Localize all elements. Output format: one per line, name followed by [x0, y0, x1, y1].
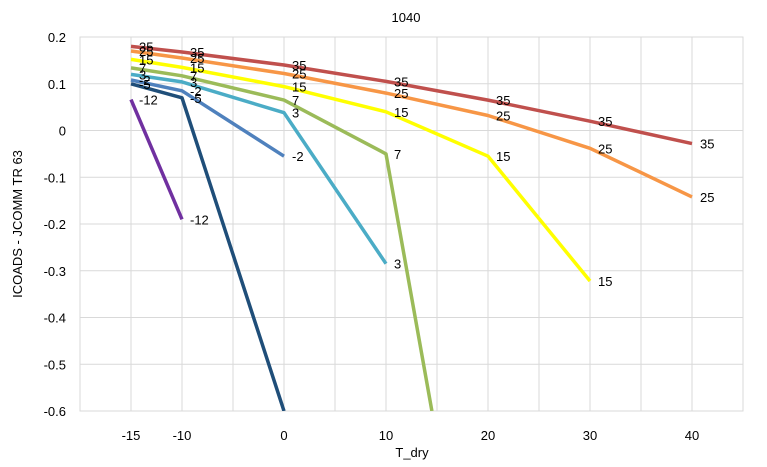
x-tick-label: -10	[173, 428, 192, 443]
data-label: 7	[190, 69, 197, 84]
data-label: 3	[139, 67, 146, 82]
data-label: 35	[700, 137, 714, 152]
data-label: 15	[190, 60, 204, 75]
data-label: -2	[190, 84, 202, 99]
x-tick-label: 10	[379, 428, 393, 443]
data-label: 25	[496, 109, 510, 124]
data-label: 15	[139, 52, 153, 67]
data-label: -2	[139, 73, 151, 88]
x-axis: -15 -10 0 10 20 30 40	[122, 428, 700, 443]
data-label: -2	[292, 149, 304, 164]
y-tick-label: 0.2	[48, 30, 66, 45]
chart-title: 1040	[392, 10, 421, 25]
data-label: 7	[292, 93, 299, 108]
data-label: -5	[190, 91, 202, 106]
y-tick-label: -0.3	[44, 264, 66, 279]
data-label: -5	[139, 77, 151, 92]
y-tick-label: -0.4	[44, 311, 66, 326]
data-label: 35	[139, 39, 153, 54]
data-label: 3	[190, 75, 197, 90]
data-label: 25	[394, 86, 408, 101]
series-line-minus2	[130, 78, 285, 158]
x-tick-label: 40	[685, 428, 699, 443]
data-label: 15	[292, 80, 306, 95]
y-tick-label: -0.6	[44, 404, 66, 419]
data-label: -12	[190, 212, 209, 227]
series-line-3	[130, 72, 388, 265]
series-line-minus5	[130, 82, 286, 411]
y-tick-label: -0.1	[44, 170, 66, 185]
x-tick-label: 30	[583, 428, 597, 443]
data-label: 35	[598, 114, 612, 129]
grid	[79, 36, 744, 412]
y-tick-label: -0.5	[44, 357, 66, 372]
series-line-minus12	[129, 98, 184, 220]
x-tick-label: 0	[280, 428, 287, 443]
series	[129, 44, 693, 411]
data-label: -12	[139, 93, 158, 108]
data-label: 25	[190, 51, 204, 66]
plot-frame	[79, 36, 744, 412]
data-label: 35	[496, 93, 510, 108]
data-label: 25	[598, 141, 612, 156]
data-label: 7	[139, 61, 146, 76]
x-axis-label: T_dry	[395, 445, 429, 460]
data-label: 25	[292, 66, 306, 81]
y-tick-label: 0	[59, 124, 66, 139]
y-axis: 0.2 0.1 0 -0.1 -0.2 -0.3 -0.4 -0.5 -0.6	[44, 30, 66, 419]
series-line-25	[130, 49, 693, 199]
data-label: 15	[598, 274, 612, 289]
data-label: 35	[190, 45, 204, 60]
data-label: 15	[496, 149, 510, 164]
data-label: 15	[394, 105, 408, 120]
data-label: 25	[139, 44, 153, 59]
series-line-35	[130, 44, 693, 146]
series-line-15	[130, 57, 592, 283]
data-label: 35	[292, 58, 306, 73]
data-label: 35	[394, 74, 408, 89]
x-tick-label: 20	[481, 428, 495, 443]
data-label: 3	[394, 257, 401, 272]
y-axis-label: ICOADS - JCOMM TR 63	[10, 150, 25, 298]
data-label: 25	[700, 190, 714, 205]
data-label: 7	[394, 147, 401, 162]
y-tick-label: 0.1	[48, 77, 66, 92]
y-tick-label: -0.2	[44, 217, 66, 232]
data-label: 3	[292, 106, 299, 121]
x-tick-label: -15	[122, 428, 141, 443]
series-line-7	[130, 66, 434, 411]
